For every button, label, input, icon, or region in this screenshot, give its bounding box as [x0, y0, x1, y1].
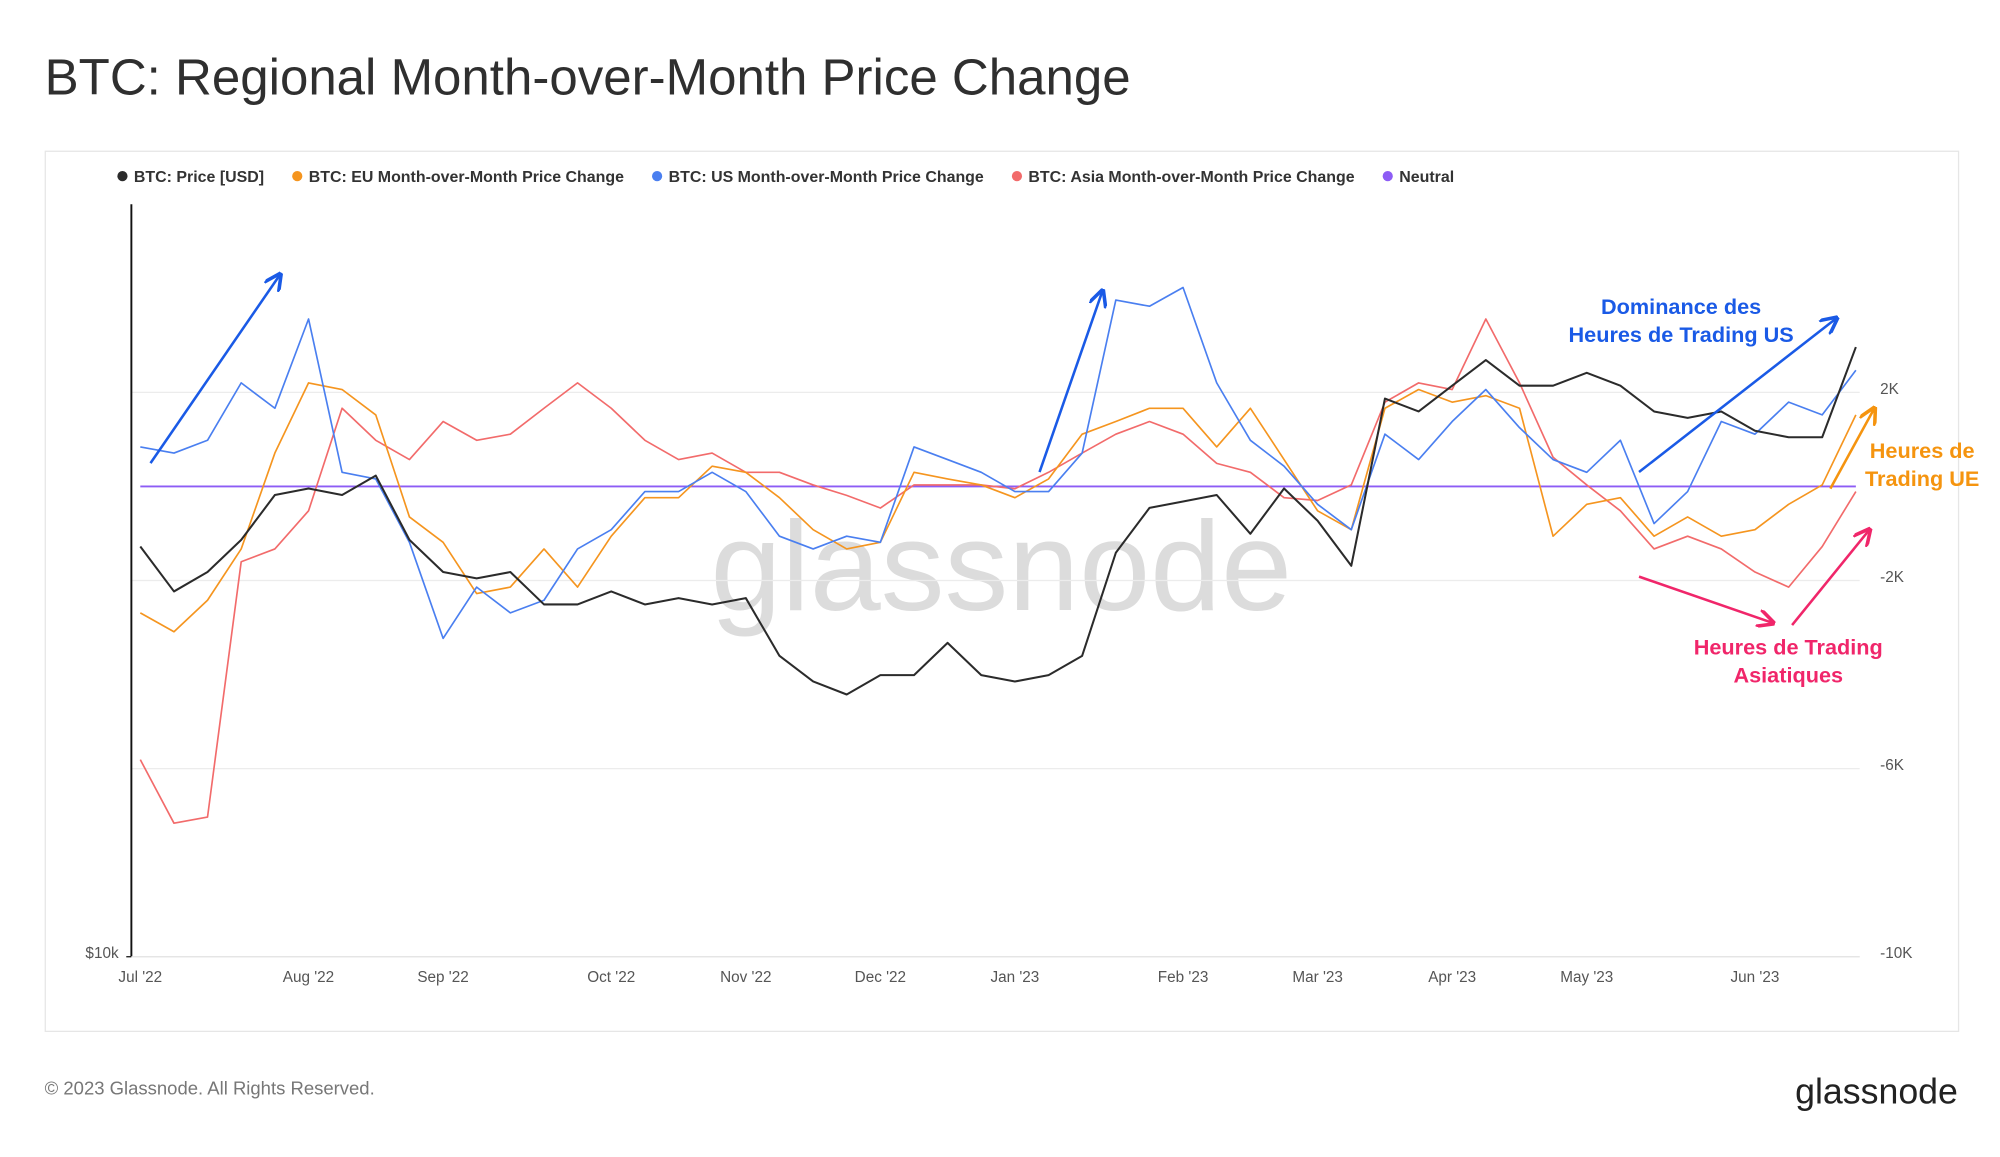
lines [139, 286, 1857, 825]
x-tick-label: Jun '23 [1731, 969, 1780, 986]
series-line [139, 318, 1857, 825]
annotation: Dominance des [1601, 294, 1761, 319]
x-tick-label: Jul '22 [118, 969, 162, 986]
footer: © 2023 Glassnode. All Rights Reserved. [45, 1077, 375, 1098]
x-tick-label: Aug '22 [283, 969, 334, 986]
x-tick-label: May '23 [1560, 969, 1613, 986]
y2-tick-label: 2K [1880, 381, 1900, 398]
annotation-arrows [149, 276, 1874, 626]
legend-label: BTC: EU Month-over-Month Price Change [309, 169, 624, 186]
x-tick-label: Nov '22 [720, 969, 771, 986]
arrow [1638, 319, 1835, 474]
arrow [1038, 292, 1103, 473]
x-tick-label: Jan '23 [990, 969, 1039, 986]
legend-label: BTC: Price [USD] [134, 169, 264, 186]
legend: BTC: Price [USD] BTC: EU Month-over-Month… [117, 169, 1454, 186]
annotation: Heures de Trading [1694, 634, 1883, 659]
y2-tick-label: -2K [1880, 569, 1905, 586]
legend-label: Neutral [1399, 169, 1454, 186]
annotation: Trading UE [1865, 466, 1979, 491]
annotation: Heures de [1870, 438, 1975, 463]
legend-dot [652, 171, 663, 182]
series-line [139, 346, 1857, 696]
x-tick-label: Mar '23 [1292, 969, 1343, 986]
x-tick-label: Apr '23 [1428, 969, 1476, 986]
watermark: glassnode [711, 496, 1293, 638]
legend-dot [292, 171, 303, 182]
legend-label: BTC: US Month-over-Month Price Change [669, 169, 984, 186]
x-tick-label: Sep '22 [417, 969, 468, 986]
arrow [1791, 531, 1869, 626]
logo: glassnode [1795, 1071, 1958, 1111]
series-line [140, 286, 1857, 640]
y2-tick-label: -10K [1880, 945, 1913, 962]
x-tick-label: Oct '22 [587, 969, 635, 986]
chart-frame [44, 150, 1960, 1032]
y-tick-label: $10k [85, 945, 119, 962]
arrow [1638, 575, 1772, 623]
x-tick-label: Dec '22 [855, 969, 906, 986]
series-line [139, 382, 1857, 633]
arrow [1829, 410, 1873, 490]
legend-dot [1011, 171, 1023, 182]
annotation: Asiatiques [1733, 663, 1843, 688]
legend-dot [117, 171, 128, 182]
y2-tick-label: -6K [1880, 757, 1905, 774]
x-tick-label: Feb '23 [1158, 969, 1209, 986]
annotations: Dominance des Heures de Trading US Heures … [1569, 294, 1980, 688]
legend-label: BTC: Asia Month-over-Month Price Change [1028, 169, 1354, 186]
annotation: Heures de Trading US [1569, 322, 1794, 347]
legend-dot [1382, 171, 1393, 182]
arrow [149, 276, 280, 464]
chart-title: BTC: Regional Month-over-Month Price Cha… [45, 48, 1131, 105]
